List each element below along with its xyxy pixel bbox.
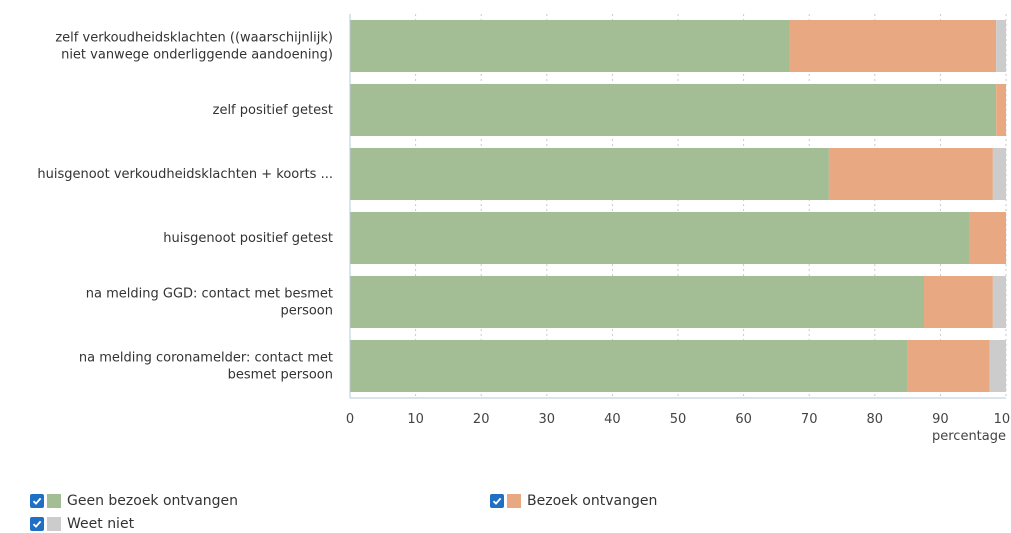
x-tick-label: 30 — [539, 412, 556, 427]
checkbox-checked-icon[interactable] — [490, 494, 504, 508]
bar-segment — [350, 148, 829, 200]
x-axis-title: percentage — [932, 429, 1006, 444]
x-tick-label: 40 — [604, 412, 621, 427]
category-label: zelf verkoudheidsklachten ((waarschijnli… — [55, 31, 333, 46]
bar-segment — [992, 148, 1006, 200]
bar-segment — [828, 148, 993, 200]
legend-label: Geen bezoek ontvangen — [67, 493, 239, 509]
bar-segment — [350, 84, 997, 136]
x-tick-label: 70 — [801, 412, 818, 427]
bar-segment — [992, 276, 1006, 328]
bar-segment — [996, 20, 1006, 72]
legend-swatch — [507, 494, 521, 508]
legend-swatch — [47, 517, 61, 531]
checkbox-checked-icon[interactable] — [30, 494, 44, 508]
legend: Geen bezoek ontvangen Bezoek ontvangen W… — [30, 490, 750, 533]
bar-segment — [907, 340, 990, 392]
legend-swatch — [47, 494, 61, 508]
category-label: persoon — [280, 304, 333, 319]
bar-segment — [924, 276, 993, 328]
bar-segment — [350, 340, 908, 392]
category-label: besmet persoon — [228, 368, 333, 383]
category-label: zelf positief getest — [213, 103, 333, 118]
bar-segment — [350, 212, 970, 264]
category-label: na melding GGD: contact met besmet — [86, 287, 333, 302]
bar-segment — [996, 84, 1006, 136]
bar-segment — [350, 20, 790, 72]
x-tick-label: 20 — [473, 412, 490, 427]
category-label: niet vanwege onderliggende aandoening) — [61, 48, 333, 63]
x-tick-label: 90 — [932, 412, 949, 427]
bar-segment — [350, 276, 924, 328]
bar-segment — [989, 340, 1006, 392]
x-tick-label: 80 — [867, 412, 884, 427]
category-label: na melding coronamelder: contact met — [79, 351, 333, 366]
x-tick-label: 10 — [407, 412, 424, 427]
x-tick-label: 60 — [735, 412, 752, 427]
stacked-bar-chart: zelf verkoudheidsklachten ((waarschijnli… — [37, 14, 1011, 444]
legend-label: Weet niet — [67, 516, 135, 532]
x-tick-label: 50 — [670, 412, 687, 427]
category-label: huisgenoot verkoudheidsklachten + koorts… — [37, 167, 333, 182]
x-tick-label: 0 — [346, 412, 354, 427]
category-label: huisgenoot positief getest — [163, 231, 333, 246]
checkbox-checked-icon[interactable] — [30, 517, 44, 531]
bar-segment — [789, 20, 997, 72]
legend-item-geen-bezoek[interactable]: Geen bezoek ontvangen — [30, 492, 238, 510]
x-tick-label: 100 — [994, 412, 1011, 427]
legend-item-bezoek[interactable]: Bezoek ontvangen — [490, 492, 657, 510]
legend-label: Bezoek ontvangen — [527, 493, 658, 509]
legend-item-weet-niet[interactable]: Weet niet — [30, 515, 134, 533]
bar-segment — [969, 212, 1006, 264]
